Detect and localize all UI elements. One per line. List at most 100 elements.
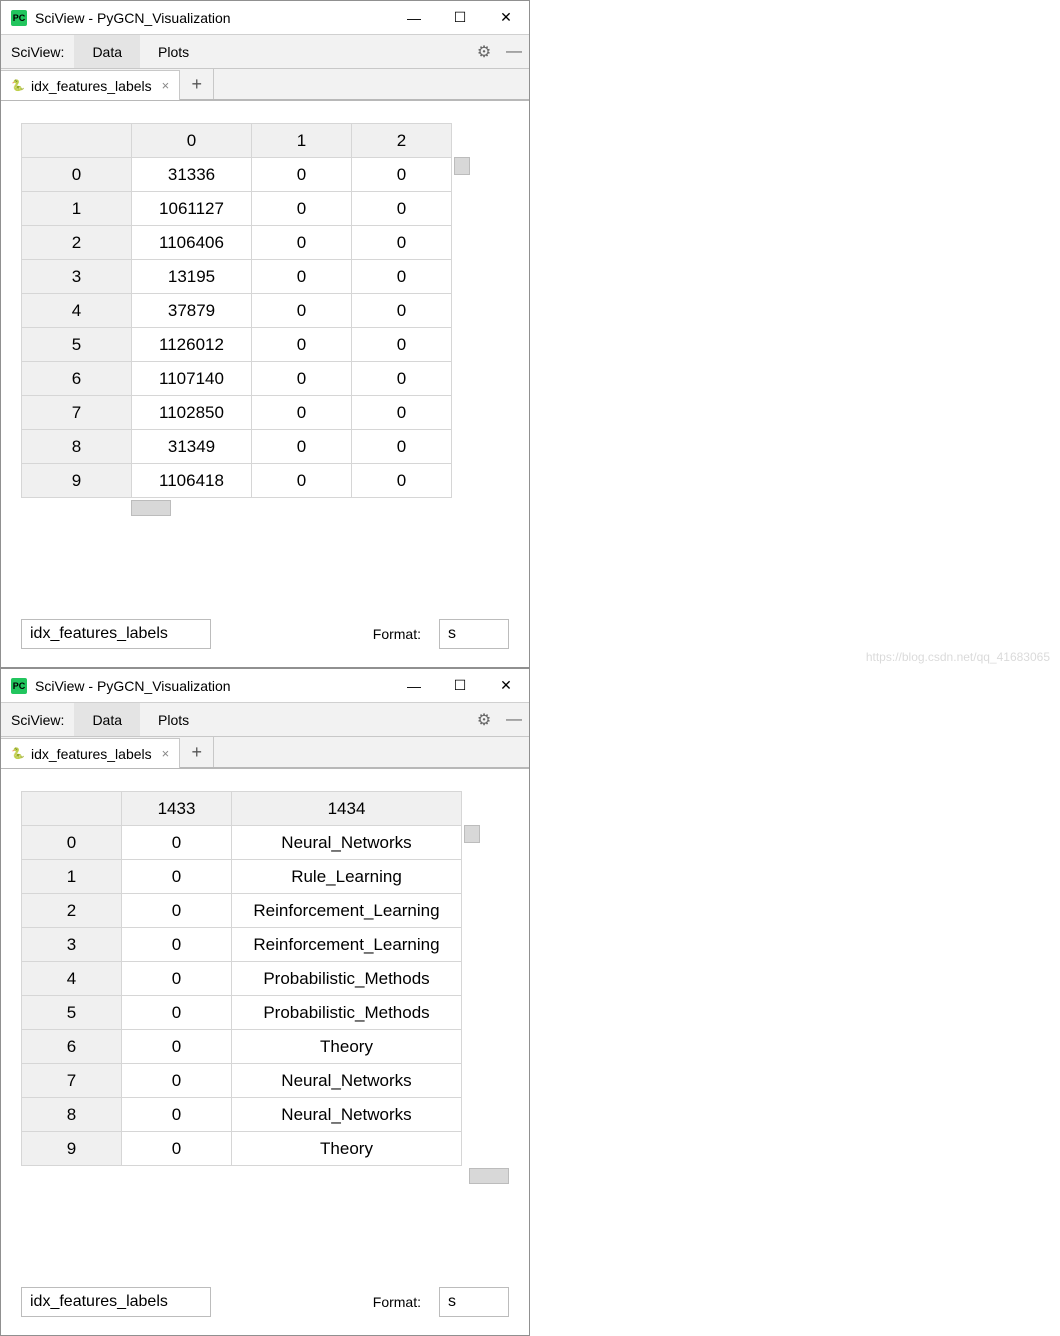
col-header[interactable]: 0 [132, 124, 252, 158]
cell[interactable]: 0 [122, 1064, 232, 1098]
table-row[interactable]: 10Rule_Learning [22, 860, 462, 894]
cell[interactable]: 0 [352, 226, 452, 260]
row-index[interactable]: 1 [22, 192, 132, 226]
col-header[interactable] [22, 124, 132, 158]
cell[interactable]: 31336 [132, 158, 252, 192]
cell[interactable]: Neural_Networks [232, 1098, 462, 1132]
cell[interactable]: 0 [122, 928, 232, 962]
gear-icon[interactable]: ⚙ [469, 703, 499, 736]
table-row[interactable]: 03133600 [22, 158, 452, 192]
format-input[interactable] [439, 1287, 509, 1317]
cell[interactable]: 0 [252, 362, 352, 396]
tab-plots[interactable]: Plots [140, 703, 207, 736]
table-row[interactable]: 1106112700 [22, 192, 452, 226]
file-tab-active[interactable]: 🐍 idx_features_labels × [1, 738, 180, 768]
row-index[interactable]: 5 [22, 996, 122, 1030]
row-index[interactable]: 8 [22, 1098, 122, 1132]
cell[interactable]: 0 [252, 192, 352, 226]
file-tab-active[interactable]: 🐍 idx_features_labels × [1, 70, 180, 100]
row-index[interactable]: 6 [22, 362, 132, 396]
cell[interactable]: 0 [252, 328, 352, 362]
hide-icon[interactable]: — [499, 703, 529, 736]
col-header[interactable]: 2 [352, 124, 452, 158]
cell[interactable]: 0 [352, 328, 452, 362]
cell[interactable]: 0 [122, 1030, 232, 1064]
cell[interactable]: 1107140 [132, 362, 252, 396]
col-header[interactable]: 1 [252, 124, 352, 158]
cell[interactable]: 0 [252, 294, 352, 328]
row-index[interactable]: 1 [22, 860, 122, 894]
tab-data[interactable]: Data [74, 35, 140, 68]
variable-name-input[interactable] [21, 1287, 211, 1317]
variable-name-input[interactable] [21, 619, 211, 649]
row-index[interactable]: 0 [22, 158, 132, 192]
row-index[interactable]: 8 [22, 430, 132, 464]
row-index[interactable]: 3 [22, 260, 132, 294]
row-index[interactable]: 0 [22, 826, 122, 860]
cell[interactable]: Rule_Learning [232, 860, 462, 894]
cell[interactable]: 0 [352, 430, 452, 464]
cell[interactable]: Probabilistic_Methods [232, 962, 462, 996]
tab-data[interactable]: Data [74, 703, 140, 736]
vscroll-thumb[interactable] [464, 825, 480, 843]
gear-icon[interactable]: ⚙ [469, 35, 499, 68]
col-header[interactable]: 1434 [232, 792, 462, 826]
cell[interactable]: Theory [232, 1030, 462, 1064]
row-index[interactable]: 7 [22, 1064, 122, 1098]
cell[interactable]: 0 [352, 362, 452, 396]
cell[interactable]: 0 [122, 826, 232, 860]
cell[interactable]: 1106418 [132, 464, 252, 498]
table-row[interactable]: 60Theory [22, 1030, 462, 1064]
cell[interactable]: 1061127 [132, 192, 252, 226]
titlebar[interactable]: PC SciView - PyGCN_Visualization — ☐ ✕ [1, 1, 529, 35]
table-row[interactable]: 40Probabilistic_Methods [22, 962, 462, 996]
table-row[interactable]: 50Probabilistic_Methods [22, 996, 462, 1030]
table-row[interactable]: 7110285000 [22, 396, 452, 430]
vertical-scrollbar[interactable] [464, 791, 480, 1166]
cell[interactable]: 0 [352, 158, 452, 192]
cell[interactable]: 0 [252, 260, 352, 294]
col-header[interactable] [22, 792, 122, 826]
row-index[interactable]: 6 [22, 1030, 122, 1064]
data-table[interactable]: 0120313360011061127002110640600313195004… [21, 123, 452, 498]
cell[interactable]: 0 [352, 396, 452, 430]
cell[interactable]: Neural_Networks [232, 1064, 462, 1098]
hscroll-thumb[interactable] [469, 1168, 509, 1184]
table-row[interactable]: 9110641800 [22, 464, 452, 498]
maximize-button[interactable]: ☐ [437, 1, 483, 35]
cell[interactable]: 0 [252, 226, 352, 260]
cell[interactable]: 13195 [132, 260, 252, 294]
table-row[interactable]: 43787900 [22, 294, 452, 328]
minimize-button[interactable]: — [391, 669, 437, 703]
titlebar[interactable]: PC SciView - PyGCN_Visualization — ☐ ✕ [1, 669, 529, 703]
row-index[interactable]: 9 [22, 464, 132, 498]
table-row[interactable]: 00Neural_Networks [22, 826, 462, 860]
data-table[interactable]: 1433143400Neural_Networks10Rule_Learning… [21, 791, 462, 1166]
table-row[interactable]: 80Neural_Networks [22, 1098, 462, 1132]
cell[interactable]: 0 [252, 396, 352, 430]
minimize-button[interactable]: — [391, 1, 437, 35]
table-row[interactable]: 6110714000 [22, 362, 452, 396]
cell[interactable]: 1102850 [132, 396, 252, 430]
add-tab-button[interactable]: + [180, 737, 214, 767]
cell[interactable]: 0 [352, 294, 452, 328]
row-index[interactable]: 9 [22, 1132, 122, 1166]
close-tab-icon[interactable]: × [162, 746, 170, 761]
cell[interactable]: 0 [122, 996, 232, 1030]
table-row[interactable]: 90Theory [22, 1132, 462, 1166]
table-row[interactable]: 83134900 [22, 430, 452, 464]
horizontal-scrollbar[interactable] [21, 1168, 509, 1184]
format-input[interactable] [439, 619, 509, 649]
cell[interactable]: 0 [122, 894, 232, 928]
cell[interactable]: 0 [252, 430, 352, 464]
cell[interactable]: 0 [122, 860, 232, 894]
row-index[interactable]: 5 [22, 328, 132, 362]
cell[interactable]: Theory [232, 1132, 462, 1166]
tab-plots[interactable]: Plots [140, 35, 207, 68]
cell[interactable]: 0 [352, 192, 452, 226]
cell[interactable]: 31349 [132, 430, 252, 464]
table-row[interactable]: 70Neural_Networks [22, 1064, 462, 1098]
close-button[interactable]: ✕ [483, 669, 529, 703]
cell[interactable]: Neural_Networks [232, 826, 462, 860]
hide-icon[interactable]: — [499, 35, 529, 68]
